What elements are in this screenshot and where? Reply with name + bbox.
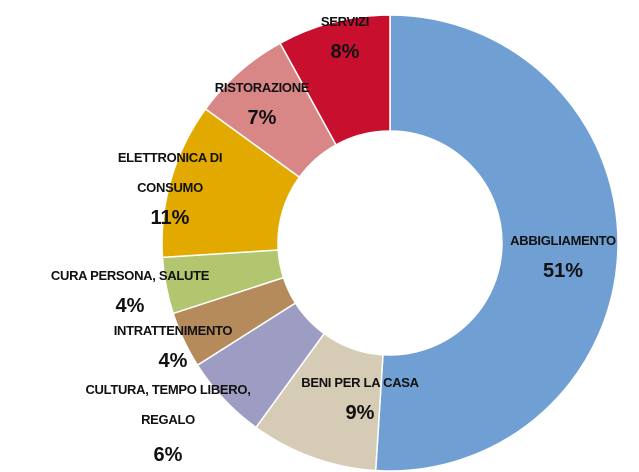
category-label: CURA PERSONA, SALUTE [50,268,210,283]
value-label: 6% [153,444,183,466]
category-label: RISTORAZIONE [214,80,310,95]
value-label: 7% [247,107,277,129]
category-label: INTRATTENIMENTO [113,323,233,338]
value-label: 4% [115,295,145,317]
value-label: 9% [345,402,375,424]
value-label: 8% [330,41,360,63]
category-label: BENI PER LA CASA [301,375,419,390]
category-label: SERVIZI [320,14,370,29]
category-label: ELETTRONICA DI CONSUMO [117,150,223,195]
category-label: ABBIGLIAMENTO [510,233,616,248]
value-label: 51% [542,260,584,282]
value-label: 11% [150,207,190,229]
slice [279,14,391,146]
category-label: CULTURA, TEMPO LIBERO, REGALO [85,382,251,427]
value-label: 4% [158,350,188,372]
slice [374,14,619,472]
